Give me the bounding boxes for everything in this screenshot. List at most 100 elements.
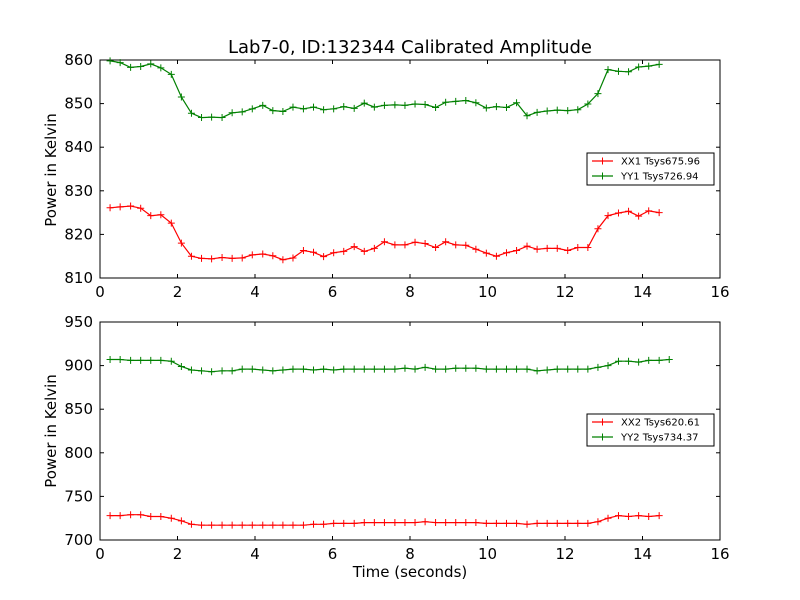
top-y-tick-label: 860: [64, 51, 93, 69]
top-series-yy1-point: [543, 107, 551, 115]
top-series-xx1-point: [238, 254, 246, 262]
chart-title: Lab7-0, ID:132344 Calibrated Amplitude: [228, 37, 592, 58]
bottom-series-xx2-point: [259, 521, 267, 529]
top-series-xx1-point: [106, 204, 114, 212]
bottom-x-tick-label: 2: [173, 545, 183, 563]
top-series-yy1-point: [584, 100, 592, 108]
bottom-series-xx2-point: [574, 519, 582, 527]
bottom-series-yy2-point: [625, 357, 633, 365]
bottom-series-xx2-point: [380, 519, 388, 527]
top-x-tick-label: 10: [478, 283, 497, 301]
bottom-legend-box: [586, 413, 715, 447]
top-series-xx1-point: [502, 249, 510, 257]
top-series-xx1-point: [279, 256, 287, 264]
top-series-yy1-point: [157, 64, 165, 72]
bottom-x-tick-label: 16: [710, 545, 729, 563]
top-series-xx1-point: [116, 203, 124, 211]
top-series-xx1-point: [421, 240, 429, 248]
bottom-series-xx2-point: [604, 514, 612, 522]
top-series-xx1-point: [462, 241, 470, 249]
top-series-xx1-point: [411, 238, 419, 246]
bottom-series-yy2-point: [137, 356, 145, 364]
bottom-series-xx2-point: [502, 519, 510, 527]
bottom-legend-label: XX2 Tsys620.61: [621, 418, 700, 429]
top-y-tick-label: 830: [64, 182, 93, 200]
top-series-xx1-point: [198, 254, 206, 262]
top-series-yy1-point: [574, 106, 582, 114]
top-series-yy1-point: [127, 63, 135, 71]
top-series-xx1-point: [340, 247, 348, 255]
bottom-series-yy2-point: [269, 367, 277, 375]
bottom-series-xx2-point: [299, 521, 307, 529]
bottom-legend: XX2 Tsys620.61 YY2 Tsys734.37: [586, 413, 715, 447]
top-series-xx1-point: [228, 254, 236, 262]
bottom-series-xx2-point: [432, 519, 440, 527]
bottom-series-xx2-point: [360, 519, 368, 527]
bottom-series-yy2-point: [198, 367, 206, 375]
bottom-series-yy2-point: [289, 365, 297, 373]
bottom-legend-marker: [599, 433, 606, 441]
bottom-series-yy2-point: [564, 365, 572, 373]
top-series-yy1-point: [177, 93, 185, 101]
top-series-xx1-point: [604, 212, 612, 220]
top-legend-box: [586, 152, 715, 186]
top-series-yy1-point: [310, 103, 318, 111]
top-series-yy1-point: [340, 103, 348, 111]
bottom-y-tick-label: 900: [64, 357, 93, 375]
top-series-yy1-point: [269, 107, 277, 115]
bottom-x-tick-label: 4: [250, 545, 260, 563]
top-series-yy1-point: [421, 100, 429, 108]
bottom-series-yy2-point: [106, 355, 114, 363]
top-series-yy1-point: [228, 109, 236, 117]
top-series-yy1-point: [380, 101, 388, 109]
top-series-xx1-point: [259, 250, 267, 258]
bottom-series-xx2-point: [238, 521, 246, 529]
top-legend-marker: [599, 172, 606, 180]
top-series-xx1-point: [401, 241, 409, 249]
top-series-yy1-point: [645, 62, 653, 70]
top-series-xx1-point: [533, 245, 541, 253]
bottom-series-xx2-point: [279, 521, 287, 529]
top-series-yy1-point: [502, 104, 510, 112]
bottom-legend-label: YY2 Tsys734.37: [620, 433, 699, 444]
top-x-tick-label: 12: [555, 283, 574, 301]
bottom-series-yy2-point: [533, 367, 541, 375]
bottom-x-tick-label: 10: [478, 545, 497, 563]
bottom-series-yy2-point: [259, 366, 267, 374]
bottom-x-tick-label: 12: [555, 545, 574, 563]
top-series-yy1-point: [401, 101, 409, 109]
top-series-xx1-point: [523, 242, 531, 250]
bottom-series-yy2-point: [574, 365, 582, 373]
top-series-yy1-point: [553, 106, 561, 114]
bottom-series-xx2-point: [248, 521, 256, 529]
bottom-series-yy2-point: [299, 365, 307, 373]
top-x-tick-label: 4: [250, 283, 260, 301]
top-series-xx1-point: [442, 238, 450, 246]
top-series-xx1-point: [157, 211, 165, 219]
top-series-yy1-point: [604, 66, 612, 74]
top-series-xx1-point: [482, 249, 490, 257]
bottom-series-xx2-point: [330, 519, 338, 527]
bottom-series-yy2-point: [411, 365, 419, 373]
bottom-series-xx2-point: [421, 518, 429, 526]
bottom-series-yy2-point: [401, 364, 409, 372]
top-series-xx1-point: [380, 238, 388, 246]
top-x-tick-label: 2: [173, 283, 183, 301]
top-series-xx1-point: [614, 209, 622, 217]
top-series-yy1-point: [462, 97, 470, 105]
top-chart-panel: Lab7-0, ID:132344 Calibrated Amplitude P…: [42, 37, 730, 301]
bottom-series-yy2-point: [167, 357, 175, 365]
top-series-xx1-point: [432, 243, 440, 251]
bottom-series-xx2-point: [116, 512, 124, 520]
bottom-series-yy2-point: [218, 367, 226, 375]
bottom-series-xx2-point: [594, 518, 602, 526]
top-series-xx1-point: [218, 254, 226, 262]
bottom-series-xx2-point: [167, 514, 175, 522]
bottom-y-tick-label: 750: [64, 487, 93, 505]
top-series-yy1-point: [533, 108, 541, 116]
top-series-yy1-point: [320, 106, 328, 114]
bottom-series-xx2-point: [553, 519, 561, 527]
top-x-tick-label: 6: [328, 283, 338, 301]
bottom-series-xx2-point: [584, 519, 592, 527]
top-series-yy1-point: [594, 90, 602, 98]
